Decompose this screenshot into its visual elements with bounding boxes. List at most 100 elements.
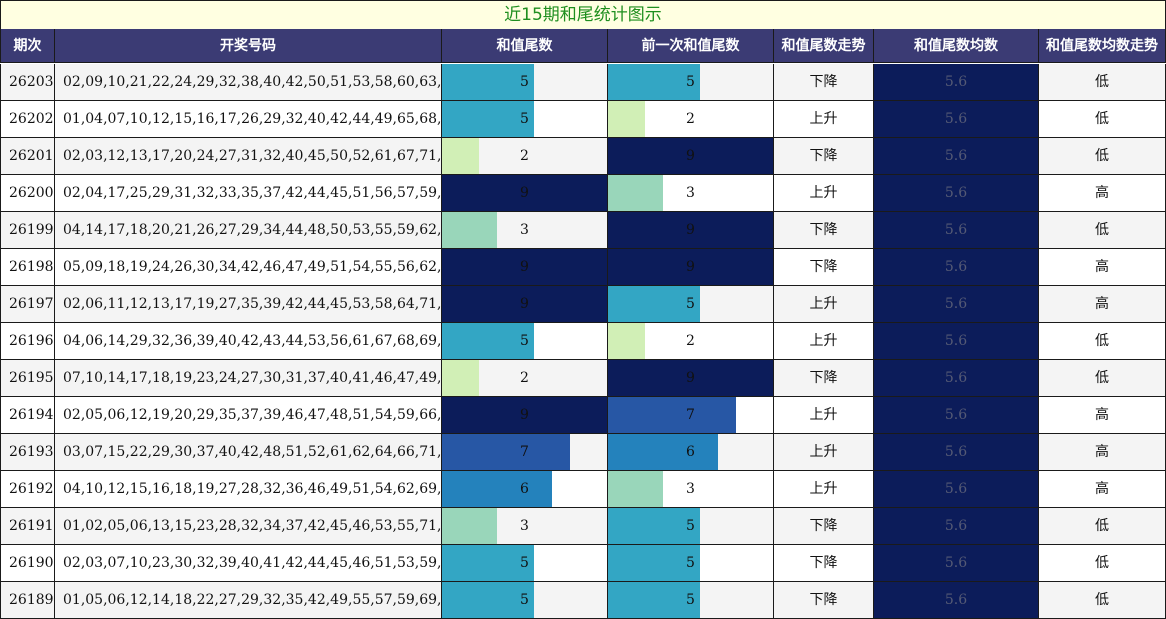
bar-value-label: 2 bbox=[520, 370, 529, 386]
bar-value-label: 9 bbox=[520, 407, 529, 423]
cell-period: 26189 bbox=[0, 582, 55, 619]
bar-value-label: 9 bbox=[686, 259, 695, 275]
table-row: 26189 01,05,06,12,14,18,22,27,29,32,35,42… bbox=[0, 582, 1166, 619]
cell-numbers: 02,09,10,21,22,24,29,32,38,40,42,50,51,5… bbox=[55, 64, 442, 101]
bar-value-label: 5 bbox=[520, 111, 529, 127]
cell-numbers: 07,10,14,17,18,19,23,24,27,30,31,37,40,4… bbox=[55, 360, 442, 397]
cell-avg-trend: 低 bbox=[1039, 360, 1166, 397]
cell-avg-trend: 低 bbox=[1039, 545, 1166, 582]
cell-tail: 5 bbox=[442, 323, 608, 360]
cell-numbers: 02,06,11,12,13,17,19,27,35,39,42,44,45,5… bbox=[55, 286, 442, 323]
cell-tail-trend: 上升 bbox=[774, 397, 874, 434]
header-tail-trend: 和值尾数走势 bbox=[774, 29, 874, 63]
header-numbers: 开奖号码 bbox=[55, 29, 442, 63]
bar-value-label: 9 bbox=[520, 185, 529, 201]
cell-numbers: 04,14,17,18,20,21,26,27,29,34,44,48,50,5… bbox=[55, 212, 442, 249]
data-bar bbox=[442, 175, 607, 211]
cell-avg: 5.6 bbox=[874, 101, 1039, 138]
header-avg-trend: 和值尾数均数走势 bbox=[1039, 29, 1166, 63]
cell-period: 26197 bbox=[0, 286, 55, 323]
cell-tail: 5 bbox=[442, 101, 608, 138]
data-bar bbox=[442, 397, 607, 433]
data-bar bbox=[442, 212, 497, 248]
table-title: 近15期和尾统计图示 bbox=[0, 0, 1166, 30]
bar-value-label: 9 bbox=[686, 370, 695, 386]
cell-avg-trend: 高 bbox=[1039, 175, 1166, 212]
cell-period: 26201 bbox=[0, 138, 55, 175]
cell-numbers: 02,03,07,10,23,30,32,39,40,41,42,44,45,4… bbox=[55, 545, 442, 582]
cell-avg-trend: 高 bbox=[1039, 286, 1166, 323]
cell-numbers: 05,09,18,19,24,26,30,34,42,46,47,49,51,5… bbox=[55, 249, 442, 286]
cell-tail: 6 bbox=[442, 471, 608, 508]
cell-numbers: 01,02,05,06,13,15,23,28,32,34,37,42,45,4… bbox=[55, 508, 442, 545]
cell-prev-tail: 9 bbox=[608, 138, 774, 175]
cell-avg: 5.6 bbox=[874, 545, 1039, 582]
cell-prev-tail: 9 bbox=[608, 249, 774, 286]
table-row: 26201 02,03,12,13,17,20,24,27,31,32,40,45… bbox=[0, 138, 1166, 175]
cell-tail-trend: 上升 bbox=[774, 286, 874, 323]
bar-value-label: 5 bbox=[520, 74, 529, 90]
data-bar bbox=[442, 434, 571, 470]
cell-avg: 5.6 bbox=[874, 249, 1039, 286]
cell-avg-trend: 低 bbox=[1039, 101, 1166, 138]
cell-tail-trend: 上升 bbox=[774, 434, 874, 471]
cell-avg: 5.6 bbox=[874, 582, 1039, 619]
cell-prev-tail: 5 bbox=[608, 582, 774, 619]
data-bar bbox=[608, 582, 700, 618]
cell-avg-trend: 高 bbox=[1039, 397, 1166, 434]
bar-value-label: 5 bbox=[520, 333, 529, 349]
bar-value-label: 2 bbox=[686, 333, 695, 349]
cell-tail-trend: 下降 bbox=[774, 582, 874, 619]
bar-value-label: 7 bbox=[520, 444, 529, 460]
bar-value-label: 2 bbox=[520, 148, 529, 164]
cell-numbers: 04,10,12,15,16,18,19,27,28,32,36,46,49,5… bbox=[55, 471, 442, 508]
cell-tail: 2 bbox=[442, 138, 608, 175]
cell-period: 26200 bbox=[0, 175, 55, 212]
cell-tail: 9 bbox=[442, 249, 608, 286]
bar-value-label: 5 bbox=[686, 296, 695, 312]
table-row: 26196 04,06,14,29,32,36,39,40,42,43,44,53… bbox=[0, 323, 1166, 360]
data-bar bbox=[608, 360, 773, 396]
cell-tail-trend: 下降 bbox=[774, 508, 874, 545]
cell-numbers: 01,05,06,12,14,18,22,27,29,32,35,42,49,5… bbox=[55, 582, 442, 619]
cell-prev-tail: 2 bbox=[608, 323, 774, 360]
table-row: 26192 04,10,12,15,16,18,19,27,28,32,36,46… bbox=[0, 471, 1166, 508]
bar-value-label: 5 bbox=[686, 74, 695, 90]
table-row: 26197 02,06,11,12,13,17,19,27,35,39,42,44… bbox=[0, 286, 1166, 323]
data-bar bbox=[442, 101, 534, 137]
cell-period: 26202 bbox=[0, 101, 55, 138]
cell-prev-tail: 9 bbox=[608, 212, 774, 249]
cell-tail-trend: 上升 bbox=[774, 175, 874, 212]
data-bar bbox=[442, 582, 534, 618]
cell-avg: 5.6 bbox=[874, 397, 1039, 434]
cell-prev-tail: 5 bbox=[608, 64, 774, 101]
cell-avg: 5.6 bbox=[874, 508, 1039, 545]
cell-tail: 9 bbox=[442, 397, 608, 434]
cell-period: 26192 bbox=[0, 471, 55, 508]
data-bar bbox=[608, 286, 700, 322]
cell-avg: 5.6 bbox=[874, 323, 1039, 360]
cell-numbers: 04,06,14,29,32,36,39,40,42,43,44,53,56,6… bbox=[55, 323, 442, 360]
cell-tail: 3 bbox=[442, 212, 608, 249]
data-bar bbox=[442, 249, 607, 285]
data-bar bbox=[608, 101, 645, 137]
data-bar bbox=[442, 64, 534, 100]
cell-numbers: 03,07,15,22,29,30,37,40,42,48,51,52,61,6… bbox=[55, 434, 442, 471]
cell-period: 26203 bbox=[0, 64, 55, 101]
data-bar bbox=[608, 138, 773, 174]
cell-tail: 5 bbox=[442, 582, 608, 619]
cell-avg: 5.6 bbox=[874, 434, 1039, 471]
cell-prev-tail: 3 bbox=[608, 175, 774, 212]
bar-value-label: 5 bbox=[686, 518, 695, 534]
cell-avg: 5.6 bbox=[874, 286, 1039, 323]
bar-value-label: 9 bbox=[686, 148, 695, 164]
table-row: 26200 02,04,17,25,29,31,32,33,35,37,42,44… bbox=[0, 175, 1166, 212]
bar-value-label: 5 bbox=[520, 555, 529, 571]
cell-avg-trend: 低 bbox=[1039, 64, 1166, 101]
cell-avg: 5.6 bbox=[874, 360, 1039, 397]
data-bar bbox=[608, 434, 718, 470]
data-bar bbox=[608, 508, 700, 544]
table-row: 26191 01,02,05,06,13,15,23,28,32,34,37,42… bbox=[0, 508, 1166, 545]
cell-tail: 9 bbox=[442, 286, 608, 323]
cell-avg-trend: 高 bbox=[1039, 471, 1166, 508]
